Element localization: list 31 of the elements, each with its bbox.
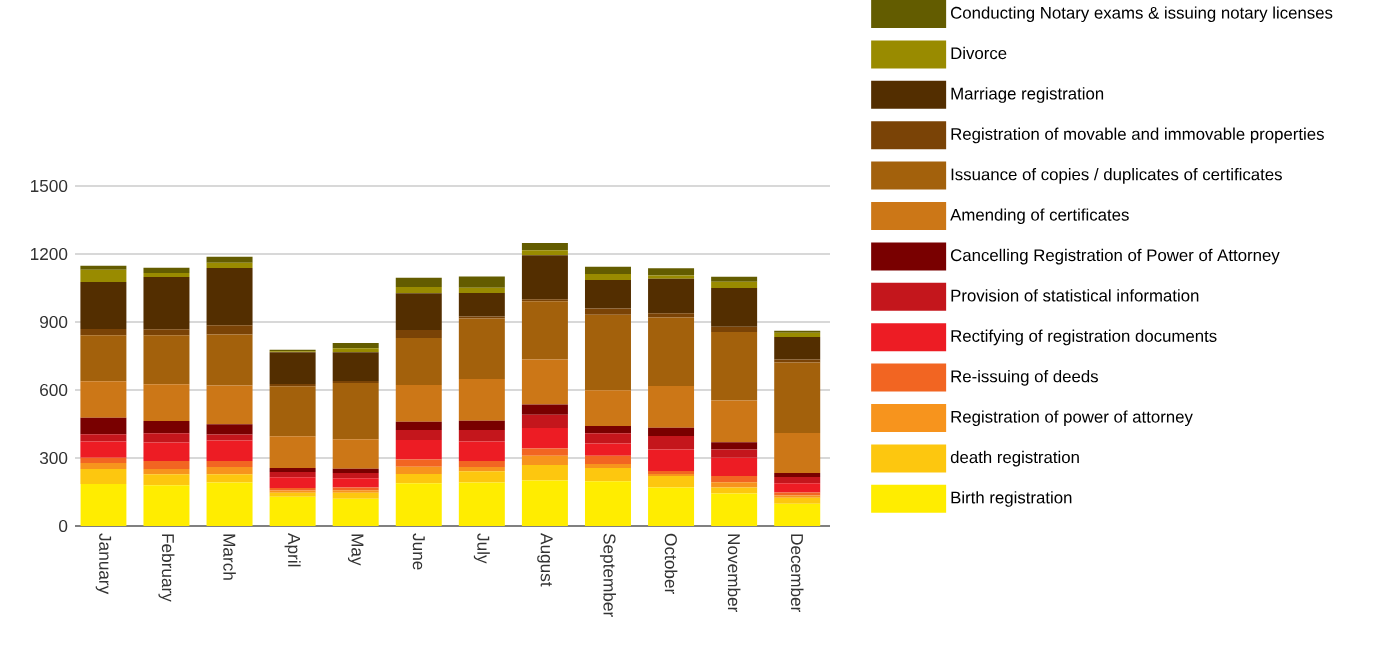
y-tick-label: 1500 <box>31 179 68 193</box>
x-tick-label: May <box>347 534 364 566</box>
legend-label: Amending of certificates <box>950 208 1129 225</box>
legend-label: Provision of statistical information <box>951 289 1199 302</box>
legend-label: Registration of movable and immovable properties <box>951 127 1324 144</box>
legend-label: Marriage registration <box>951 87 1104 103</box>
legend-label: Divorce <box>951 46 1007 60</box>
legend-label: death registration <box>950 450 1079 467</box>
y-tick-label: 900 <box>40 315 68 329</box>
x-tick-label: November <box>727 534 741 613</box>
x-tick-label: August <box>537 533 553 587</box>
x-tick-label: July <box>473 533 490 564</box>
x-tick-label: April <box>284 533 301 567</box>
x-tick-label: June <box>412 533 425 570</box>
legend-label: Issuance of copies / duplicates of certificates <box>951 168 1282 184</box>
x-tick-label: September <box>599 533 616 617</box>
legend-label: Re-issuing of deeds <box>951 370 1098 386</box>
x-tick-label: March <box>223 534 236 580</box>
x-tick-label: February <box>158 534 175 602</box>
legend-label: Cancelling Registration of Power of Attorney <box>950 248 1280 265</box>
legend-label: Registration of power of attorney <box>951 410 1193 427</box>
legend-label: Rectifying of registration documents <box>951 329 1217 346</box>
legend-label: Conducting Notary exams & issuing notary licenses <box>950 6 1333 23</box>
x-tick-label: October <box>664 533 678 594</box>
legend-label: Birth registration <box>951 491 1072 507</box>
y-tick-label: 300 <box>39 451 68 465</box>
y-tick-label: 1200 <box>31 247 68 261</box>
x-tick-label: January <box>95 533 112 595</box>
y-tick-label: 600 <box>40 383 68 397</box>
y-tick-label: 0 <box>59 519 68 533</box>
x-tick-label: December <box>790 534 804 613</box>
